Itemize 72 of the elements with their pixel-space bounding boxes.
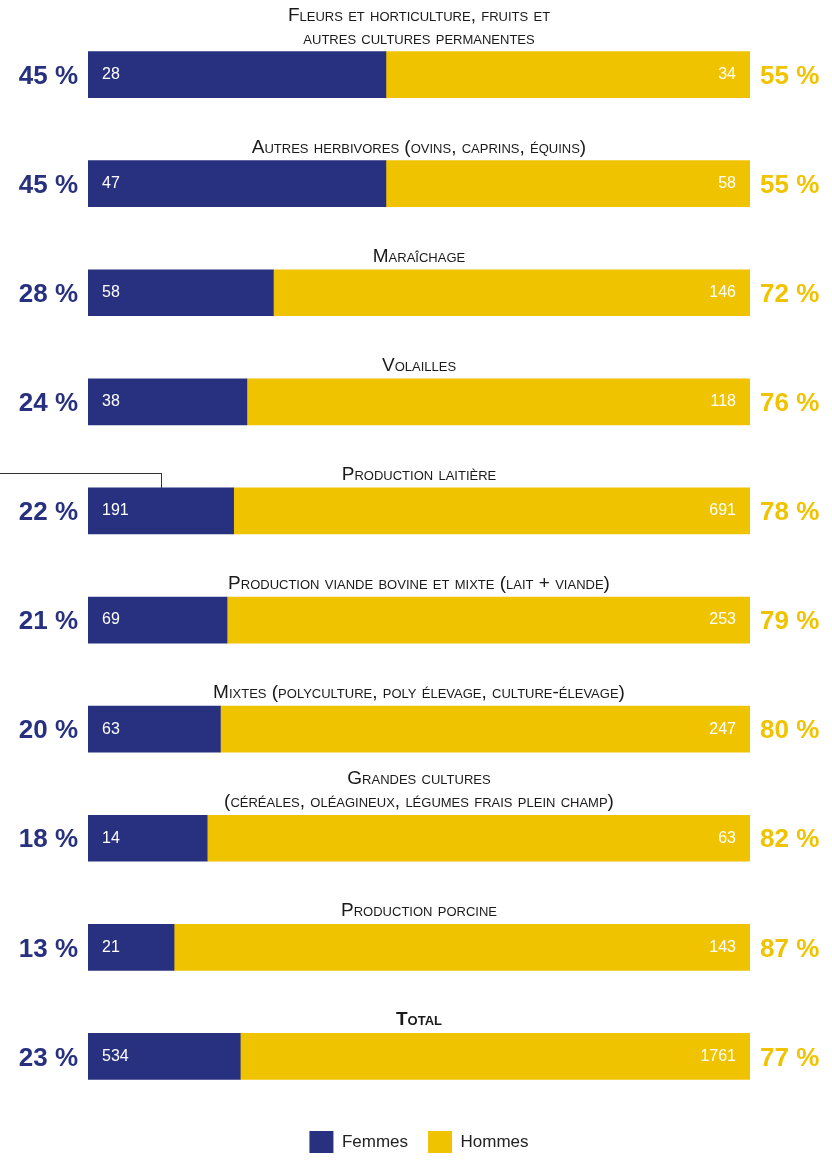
annotation: 47 bbox=[102, 174, 120, 192]
annotation: 58 bbox=[718, 174, 737, 192]
annotation: 534 bbox=[102, 1046, 129, 1064]
y-tick-label: Total bbox=[395, 1008, 443, 1030]
bar bbox=[385, 51, 750, 98]
data-label: 72 % bbox=[760, 277, 820, 308]
annotation: 58 bbox=[102, 283, 120, 301]
data-label: 18 % bbox=[18, 823, 78, 854]
data-label: 76 % bbox=[760, 387, 820, 418]
bar bbox=[206, 814, 750, 862]
annotation: 691 bbox=[709, 501, 737, 519]
bar bbox=[273, 269, 750, 317]
annotation: 34 bbox=[718, 64, 737, 82]
bar bbox=[88, 924, 175, 971]
bar bbox=[385, 160, 750, 207]
data-label: 24 % bbox=[18, 387, 78, 418]
y-tick-label: Production laitière bbox=[341, 462, 497, 484]
bar bbox=[226, 596, 750, 644]
bar bbox=[88, 160, 387, 207]
bar bbox=[88, 1033, 241, 1080]
y-tick-label: Autres herbivores (ovins, caprins, équins) bbox=[251, 135, 587, 157]
annotation: 63 bbox=[718, 828, 737, 846]
bar bbox=[88, 378, 248, 426]
data-label: 80 % bbox=[760, 714, 820, 745]
bar bbox=[246, 378, 750, 426]
bar bbox=[220, 705, 750, 753]
annotation: 69 bbox=[102, 610, 120, 628]
bar bbox=[88, 596, 228, 644]
data-label: 78 % bbox=[760, 496, 820, 527]
data-label: 87 % bbox=[760, 932, 820, 963]
annotation: 143 bbox=[709, 937, 737, 955]
annotation: 253 bbox=[709, 610, 737, 628]
data-label: 82 % bbox=[760, 823, 820, 854]
annotation: 146 bbox=[709, 283, 737, 301]
data-label: 21 % bbox=[18, 605, 78, 636]
annotation: 191 bbox=[102, 501, 129, 519]
bar bbox=[233, 487, 750, 535]
data-label: 55 % bbox=[760, 168, 820, 199]
bar bbox=[239, 1033, 750, 1080]
annotation: 1761 bbox=[700, 1046, 737, 1064]
annotation: 21 bbox=[102, 937, 120, 955]
bar bbox=[88, 51, 387, 98]
data-label: 22 % bbox=[18, 496, 78, 527]
y-tick-label: Maraîchage bbox=[372, 244, 466, 266]
y-tick-label: Production porcine bbox=[341, 899, 498, 921]
data-label: 55 % bbox=[760, 59, 820, 90]
data-label: 77 % bbox=[760, 1041, 820, 1072]
data-label: 45 % bbox=[18, 59, 78, 90]
data-label: 20 % bbox=[18, 714, 78, 745]
data-label: 79 % bbox=[760, 605, 820, 636]
y-tick-label: Volailles bbox=[381, 353, 457, 375]
annotation: 247 bbox=[709, 719, 737, 737]
annotation: 118 bbox=[710, 392, 737, 410]
annotation: 63 bbox=[102, 719, 120, 737]
legend-label: Femmes bbox=[341, 1131, 409, 1151]
data-label: 45 % bbox=[18, 168, 78, 199]
annotation: 38 bbox=[102, 392, 120, 410]
bar bbox=[173, 924, 750, 971]
data-label: 28 % bbox=[18, 277, 78, 308]
y-tick-label: Mixtes (polyculture, poly élevage, culture-élevage) bbox=[213, 681, 625, 703]
annotation: 14 bbox=[102, 828, 120, 846]
data-label: 13 % bbox=[18, 932, 78, 963]
bar bbox=[88, 705, 221, 753]
y-tick-label: Fleurs et horticulture, fruits et autres cultures permanentes bbox=[287, 3, 551, 48]
y-tick-label: Production viande bovine et mixte (lait + viande) bbox=[228, 572, 610, 594]
annotation: 28 bbox=[102, 64, 120, 82]
bar bbox=[88, 269, 274, 317]
bar bbox=[88, 487, 234, 535]
data-label: 23 % bbox=[18, 1041, 78, 1072]
bar bbox=[88, 814, 208, 862]
y-tick-label: Grandes cultures (céréales, oléagineux, légumes frais plein champ) bbox=[224, 767, 614, 812]
legend-label: Hommes bbox=[460, 1131, 529, 1151]
